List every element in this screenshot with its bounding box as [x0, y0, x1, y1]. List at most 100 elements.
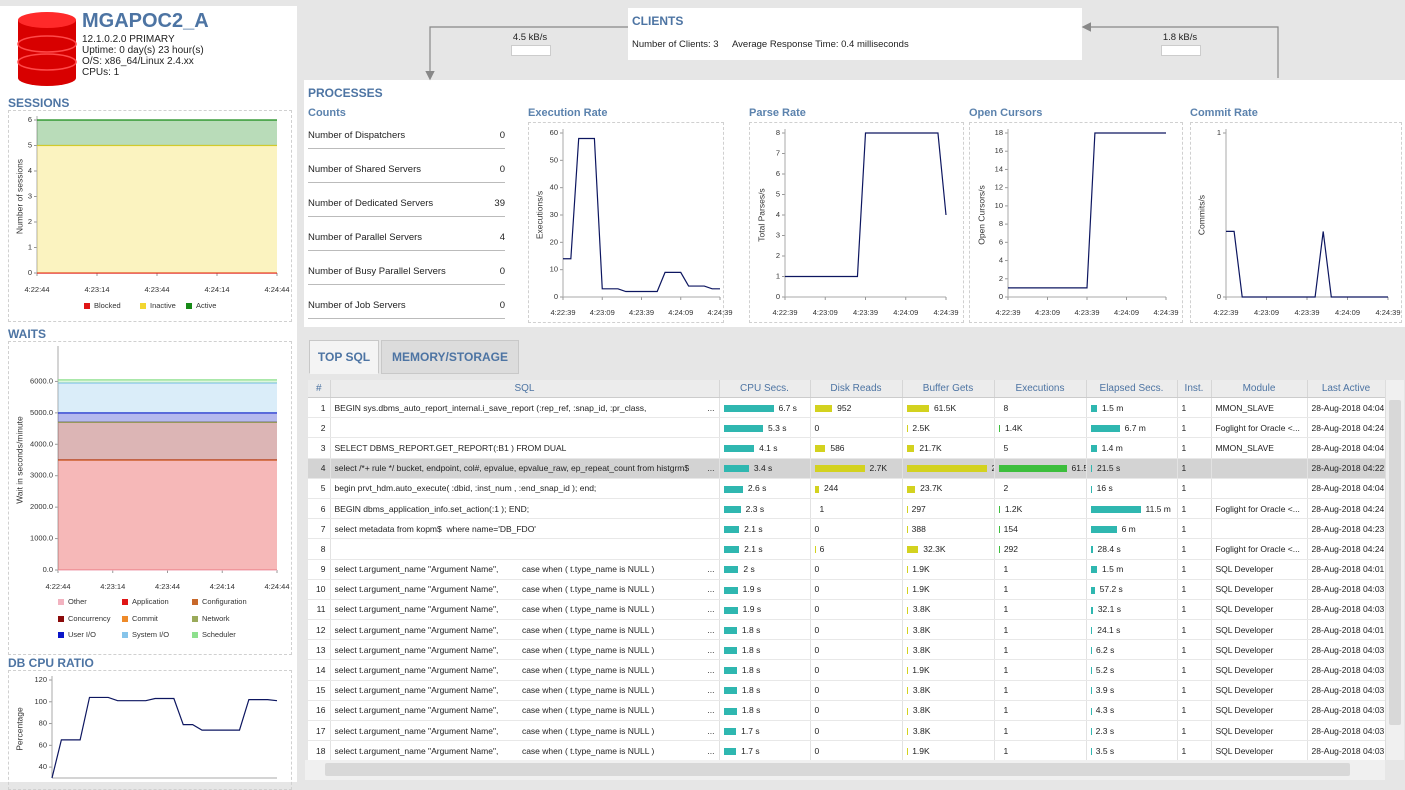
cell-text: 1 — [1182, 403, 1187, 413]
column-header: Disk Reads — [810, 380, 902, 398]
cell-text: 1.8 s — [742, 665, 760, 675]
cell-bar — [724, 445, 755, 452]
cell: select t.argument_name "Argument Name", … — [330, 640, 719, 660]
cell-bar — [815, 405, 833, 412]
table-row[interactable]: 1 BEGIN sys.dbms_auto_report_internal.i_s… — [308, 398, 1385, 418]
cell: 1.8 s — [719, 620, 810, 640]
cell: 1.5 m — [1086, 559, 1177, 579]
cell-text: 28-Aug-2018 04:22 — [1312, 463, 1385, 473]
cell-bar — [724, 708, 737, 715]
cell-bar — [907, 748, 908, 755]
cell: 23.7K — [902, 478, 994, 498]
sql: select t.argument_name "Argument Name", … — [335, 726, 655, 736]
cell: 0 — [810, 640, 902, 660]
tab[interactable]: TOP SQL — [309, 340, 379, 374]
cell-text: SQL Developer — [1216, 726, 1274, 736]
table-row[interactable]: 16 select t.argument_name "Argument Name"… — [308, 700, 1385, 720]
cell: 1.8 s — [719, 680, 810, 700]
chart-frame — [8, 110, 292, 322]
cell: 28-Aug-2018 04:24 — [1307, 418, 1385, 438]
cell-text: 2.1 s — [744, 544, 762, 554]
cell-text: 1 — [1182, 645, 1187, 655]
cell: 28.4 s — [1086, 539, 1177, 559]
cell-bar — [1091, 627, 1093, 634]
count-value: 0 — [500, 130, 505, 141]
cell: 1.8 s — [719, 700, 810, 720]
cell-text: 0 — [815, 685, 820, 695]
cell: 7 — [308, 519, 330, 539]
cell-text: 1 — [1004, 604, 1009, 614]
cell-bar — [724, 465, 749, 472]
sql: select t.argument_name "Argument Name", … — [335, 685, 655, 695]
cell-text: 0 — [815, 584, 820, 594]
cell-bar — [724, 748, 737, 755]
cell-text: 154 — [1004, 524, 1018, 534]
cell-text: 5.3 s — [768, 423, 786, 433]
cell-text: 0 — [815, 665, 820, 675]
cell: 1.9 s — [719, 579, 810, 599]
sql: select t.argument_name "Argument Name", … — [335, 665, 655, 675]
cell-bar — [907, 405, 929, 412]
cell: SQL Developer — [1211, 741, 1307, 760]
cell-text: 6.2 s — [1096, 645, 1114, 655]
cell: 0 — [810, 418, 902, 438]
cell: 6 — [810, 539, 902, 559]
sql-text: BEGIN dbms_application_info.set_action(:… — [335, 504, 715, 514]
cell-text: 28-Aug-2018 04:03 — [1312, 665, 1385, 675]
tab[interactable]: MEMORY/STORAGE — [381, 340, 519, 374]
section-title: DB CPU RATIO — [8, 656, 94, 670]
cell: 2.1 s — [719, 539, 810, 559]
cell: 1 — [1177, 640, 1211, 660]
sql-text: BEGIN sys.dbms_auto_report_internal.i_sa… — [335, 403, 715, 413]
cell: 28-Aug-2018 04:03 — [1307, 721, 1385, 741]
cell-text: 32.3K — [923, 544, 945, 554]
cell: 1 — [1177, 418, 1211, 438]
cell-text: 1 — [1182, 604, 1187, 614]
sql-more: ... — [707, 726, 714, 736]
cell-bar — [724, 546, 740, 553]
cell: 16 — [308, 700, 330, 720]
cell-bar — [1091, 587, 1095, 594]
cell: 0 — [810, 519, 902, 539]
cell-text: 1 — [1182, 584, 1187, 594]
cell: 28-Aug-2018 04:04 — [1307, 398, 1385, 418]
cell: BEGIN dbms_application_info.set_action(:… — [330, 498, 719, 518]
cell-text: 3.8K — [913, 726, 931, 736]
sql: select t.argument_name "Argument Name", … — [335, 705, 655, 715]
cell-text: 1 — [1182, 443, 1187, 453]
table-body: 1 BEGIN sys.dbms_auto_report_internal.i_s… — [308, 398, 1385, 761]
cell-text: 3.8K — [913, 604, 931, 614]
cell: 0 — [810, 599, 902, 619]
cell-bar — [724, 506, 741, 513]
chart-title: Open Cursors — [969, 107, 1042, 119]
cell-text: 3 — [321, 443, 326, 453]
cell: 2.3 s — [719, 498, 810, 518]
cell-text: 1 — [1004, 726, 1009, 736]
vertical-scrollbar[interactable] — [1385, 380, 1404, 760]
scroll-thumb[interactable] — [1389, 400, 1401, 725]
cell-bar — [1091, 445, 1097, 452]
cell-text: 1 — [1004, 746, 1009, 756]
horizontal-scrollbar[interactable] — [305, 760, 1385, 780]
cell-text: 388 — [912, 524, 926, 534]
scroll-thumb[interactable] — [325, 763, 1350, 776]
sql-more: ... — [707, 746, 714, 756]
cell: 1 — [308, 398, 330, 418]
cell: 1.8 s — [719, 660, 810, 680]
